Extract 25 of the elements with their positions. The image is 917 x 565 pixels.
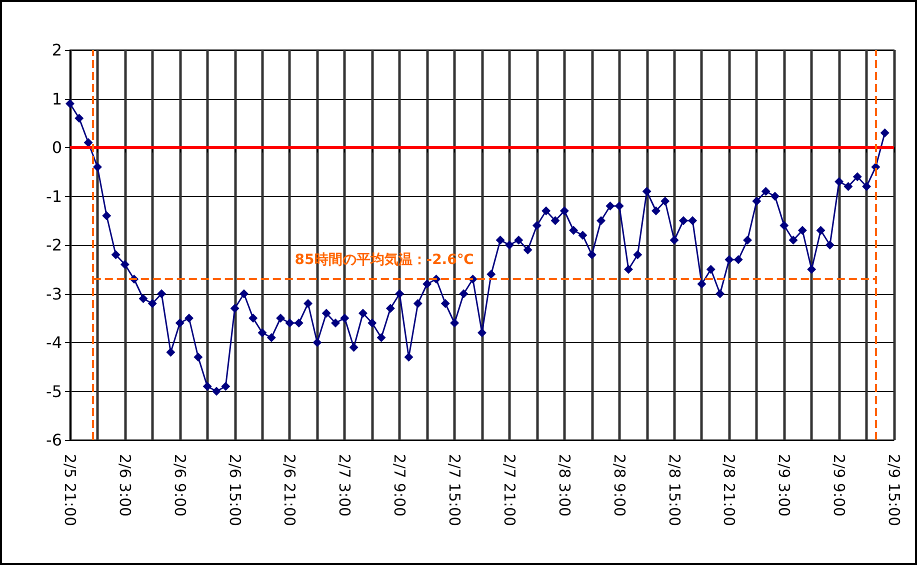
x-tick-label: 2/8 21:00 bbox=[720, 454, 738, 526]
y-tick-label: -6 bbox=[46, 430, 62, 450]
x-tick-label: 2/9 9:00 bbox=[830, 454, 848, 517]
x-tick-label: 2/8 9:00 bbox=[610, 454, 628, 517]
x-tick-label: 2/6 15:00 bbox=[226, 454, 244, 526]
x-tick-label: 2/8 15:00 bbox=[665, 454, 684, 526]
y-tick-label: 1 bbox=[52, 89, 62, 108]
x-tick-label: 2/7 9:00 bbox=[390, 454, 409, 517]
x-tick-label: 2/8 3:00 bbox=[555, 454, 574, 517]
y-tick-label: 0 bbox=[52, 138, 62, 157]
y-tick-label: -4 bbox=[46, 333, 62, 352]
y-tick-label: -1 bbox=[46, 186, 62, 206]
y-tick-label: 2 bbox=[52, 40, 62, 60]
x-tick-label: 2/6 9:00 bbox=[170, 454, 189, 517]
y-tick-label: -3 bbox=[46, 284, 62, 304]
y-tick-label: -5 bbox=[46, 382, 62, 401]
x-tick-label: 2/7 15:00 bbox=[446, 454, 464, 526]
y-tick-label: -2 bbox=[46, 236, 62, 254]
x-tick-label: 2/7 3:00 bbox=[336, 454, 354, 517]
x-tick-label: 2/7 21:00 bbox=[500, 454, 518, 526]
x-tick-label: 2/5 21:00 bbox=[61, 454, 79, 526]
x-tick-label: 2/6 21:00 bbox=[280, 454, 299, 526]
x-tick-label: 2/9 15:00 bbox=[885, 454, 903, 526]
x-tick-label: 2/9 3:00 bbox=[775, 454, 794, 517]
x-tick-label: 2/6 3:00 bbox=[116, 454, 134, 517]
